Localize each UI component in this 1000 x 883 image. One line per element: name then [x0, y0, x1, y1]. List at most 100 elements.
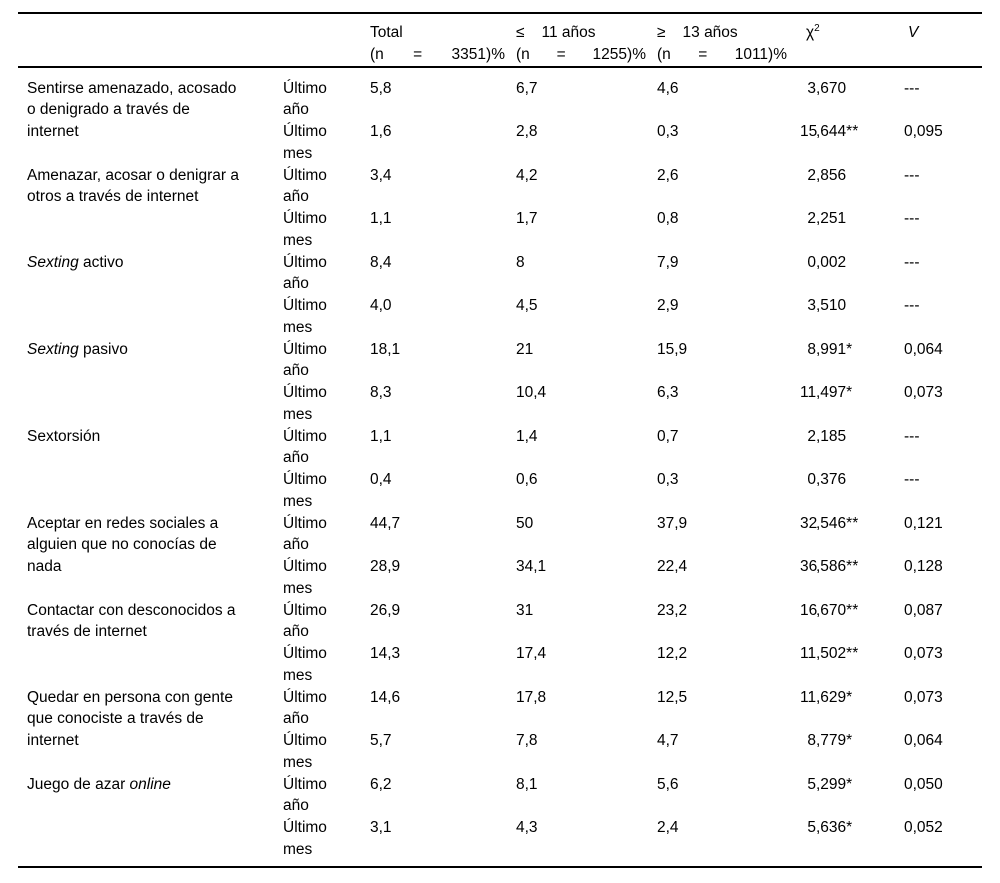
behavior-label-line: alguien que no conocías de: [27, 534, 262, 556]
chi-square-value: 8,991*: [800, 339, 900, 383]
chi-square-int: 36: [800, 558, 818, 575]
le-11-value: 0,6: [516, 471, 538, 488]
period-cell: Último mes: [278, 730, 368, 774]
header-total-title: Total: [370, 24, 403, 41]
le-11-value: 31: [516, 601, 534, 619]
behavior-label-cell: Contactar con desconocidos a través de in…: [18, 600, 278, 687]
behavior-label-line: través de internet: [27, 621, 262, 643]
header-ge-13-title: ≥13 años: [657, 22, 800, 44]
period-cell: Último mes: [278, 121, 368, 165]
period-cell: Último año: [278, 426, 368, 470]
chi-square-frac: ,510: [816, 297, 847, 314]
period-cell: Último año: [278, 513, 368, 557]
header-ge-13-n-close: 1011)%: [734, 45, 787, 63]
chi-square-value: 2,251: [800, 208, 900, 252]
chi-square-frac: ,185: [816, 427, 847, 445]
ge-13-value: 4,7: [657, 732, 679, 749]
header-le-11-n-close: 1255)%: [592, 45, 646, 63]
cramers-v-value: 0,128: [904, 558, 943, 575]
behavior-label-text: Sextorsión: [27, 427, 101, 445]
ge-13-value: 12,5: [657, 688, 688, 706]
period-label: Último mes: [283, 123, 327, 162]
header-le-11-title: ≤11 años: [516, 22, 655, 44]
table-row: Último mes 28,9 34,1 22,4 36,586** 0,128: [18, 556, 982, 600]
table-row: Juego de azar online Último año 6,2 8,1 5,6 5…: [18, 774, 982, 818]
header-chi-square: χ2: [800, 13, 900, 68]
period-label: Último año: [283, 688, 327, 728]
behavior-label: Aceptar en redes sociales a alguien que n…: [27, 513, 262, 578]
header-total-n-close: 3351)%: [451, 45, 505, 63]
total-value: 44,7: [370, 514, 401, 532]
behavior-label-text: través de internet: [27, 623, 147, 641]
ge-13-value: 0,8: [657, 210, 679, 227]
chi-square-int: 2: [807, 427, 816, 445]
behavior-label-line: otros a través de internet: [27, 186, 262, 208]
cramers-v-value: 0,050: [904, 775, 943, 793]
total-value: 1,1: [370, 210, 392, 227]
behavior-label-text: internet: [27, 123, 79, 140]
header-total-n-eq: =: [413, 45, 423, 63]
total-value: 3,4: [370, 166, 392, 184]
le-11-value: 8,1: [516, 775, 538, 793]
chi-square-int: 16: [800, 601, 818, 619]
behavior-label-line: o denigrado a través de: [27, 99, 262, 121]
table-bottom-spacer-cell: [18, 861, 982, 867]
total-value: 1,1: [370, 427, 392, 445]
chi-square-int: 5: [807, 819, 816, 836]
chi-square-int: 5: [807, 775, 816, 793]
period-label: Último mes: [283, 645, 327, 684]
chi-square-frac: ,376: [816, 471, 847, 488]
behavior-label-line: Juego de azar online: [27, 774, 262, 796]
behavior-label: Sentirse amenazado, acosado o denigrado a…: [27, 78, 262, 143]
chi-square-frac: ,991*: [816, 340, 853, 358]
cramers-v-value: ---: [904, 79, 920, 97]
chi-square-frac: ,779*: [816, 732, 853, 749]
cramers-v-value: 0,121: [904, 514, 943, 532]
header-le-11-n: (n = 1255)%: [516, 44, 646, 66]
behavior-label-text: otros a través de internet: [27, 188, 199, 206]
header-row: Total (n = 3351)% ≤11 años (n = 1255)%: [18, 13, 982, 68]
le-11-value: 34,1: [516, 558, 547, 575]
behavior-label-cell: Sexting pasivo: [18, 339, 278, 426]
period-cell: Último año: [278, 252, 368, 296]
table-header: Total (n = 3351)% ≤11 años (n = 1255)%: [18, 13, 982, 68]
table-row: Último mes 3,1 4,3 2,4 5,636* 0,052: [18, 817, 982, 861]
behavior-label-line: internet: [27, 121, 262, 143]
header-ge-13-n: (n = 1011)%: [657, 44, 787, 66]
behavior-label-text: alguien que no conocías de: [27, 536, 217, 554]
le-11-value: 17,4: [516, 645, 547, 662]
table-row: Quedar en persona con gente que conociste…: [18, 687, 982, 750]
chi-square-int: 11: [800, 688, 817, 706]
behavior-label-line: Contactar con desconocidos a: [27, 600, 262, 622]
period-label: Último mes: [283, 732, 327, 771]
chi-square-frac: ,670: [816, 79, 847, 97]
header-le-11-years: ≤11 años (n = 1255)%: [513, 13, 655, 68]
chi-square-int: 3: [807, 79, 816, 97]
cramers-v-value: 0,064: [904, 340, 943, 358]
header-le-11-text: 11 años: [541, 24, 596, 41]
behavior-label-line: Sextorsión: [27, 426, 262, 448]
table-row: Último mes 1,6 2,8 0,3 15,644** 0,095: [18, 121, 982, 165]
ge-13-value: 37,9: [657, 514, 688, 532]
behavior-label: Contactar con desconocidos a través de in…: [27, 600, 262, 644]
ge-13-value: 6,3: [657, 384, 679, 401]
period-label: Último año: [283, 79, 327, 119]
chi-square-int: 2: [807, 210, 816, 227]
greater-equal-icon: ≥: [657, 24, 666, 41]
behavior-label: Amenazar, acosar o denigrar a otros a tra…: [27, 165, 262, 209]
period-label: Último mes: [283, 384, 327, 423]
chi-square-frac: ,546**: [816, 514, 859, 532]
ge-13-value: 12,2: [657, 645, 688, 662]
behavior-label: Sextorsión: [27, 426, 262, 448]
period-cell: Último año: [278, 165, 368, 209]
behavior-label-line: Quedar en persona con gente: [27, 687, 262, 709]
behavior-label-text: Contactar con desconocidos a: [27, 601, 236, 619]
chi-square-frac: ,856: [816, 166, 847, 184]
ge-13-value: 7,9: [657, 253, 679, 271]
behavior-label-cell: Juego de azar online: [18, 774, 278, 861]
behavior-label-line: internet: [27, 730, 262, 752]
chi-square-frac: ,251: [816, 210, 847, 227]
cramers-v-value: ---: [904, 297, 920, 314]
ge-13-value: 2,6: [657, 166, 679, 184]
period-cell: Último año: [278, 600, 368, 644]
